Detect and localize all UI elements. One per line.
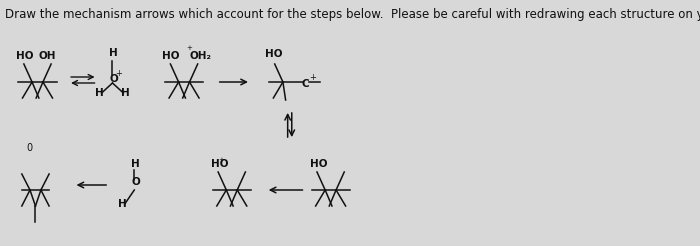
Text: H: H [109,48,118,58]
Text: HO: HO [15,51,33,61]
Text: 0: 0 [26,143,32,153]
Text: HO: HO [162,51,180,61]
Text: HO: HO [265,49,283,59]
Text: H: H [131,159,139,169]
Text: +: + [309,74,316,82]
Text: +: + [116,70,122,78]
Text: HO: HO [211,159,229,169]
Text: OH: OH [39,51,57,61]
Text: Draw the mechanism arrows which account for the steps below.  Please be careful : Draw the mechanism arrows which account … [6,8,700,21]
Text: H: H [118,199,127,209]
Text: C: C [302,79,309,89]
Text: O: O [132,177,140,187]
Text: H: H [94,88,104,98]
Text: +: + [218,157,224,163]
Text: H: H [120,88,130,98]
Text: +: + [187,45,192,51]
Text: OH₂: OH₂ [190,51,211,61]
Text: O: O [109,74,118,84]
Text: HO: HO [310,159,328,169]
